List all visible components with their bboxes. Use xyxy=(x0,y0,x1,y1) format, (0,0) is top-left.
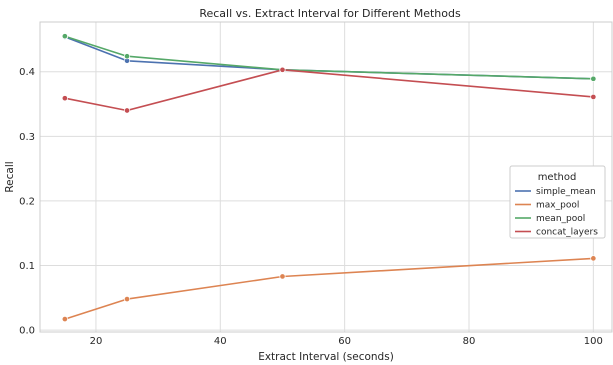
series-markers xyxy=(61,33,597,323)
x-tick-label: 100 xyxy=(584,336,603,347)
data-point-max-pool xyxy=(123,296,131,303)
x-tick-label: 20 xyxy=(90,336,103,347)
series-line-mean-pool xyxy=(64,35,595,80)
y-tick-label: 0.0 xyxy=(19,326,35,337)
x-tick-label: 60 xyxy=(338,336,351,347)
data-point-max-pool xyxy=(279,273,286,280)
plot-frame xyxy=(39,21,613,333)
data-point-concat-layers xyxy=(590,93,597,100)
legend-box xyxy=(509,165,606,239)
legend-title: method xyxy=(538,172,577,183)
series-lines xyxy=(64,35,595,320)
data-point-concat-layers xyxy=(61,95,68,102)
legend: method simple_mean max_pool mean_poolconca… xyxy=(509,165,606,239)
legend-items: simple_mean max_pool mean_pool concat_layer… xyxy=(515,187,598,238)
data-point-max-pool xyxy=(61,316,68,323)
y-tick-label: 0.3 xyxy=(19,132,35,143)
data-point-mean-pool xyxy=(590,75,597,82)
data-point-concat-layers xyxy=(123,107,131,114)
plot-area xyxy=(39,21,613,333)
x-tick-label: 40 xyxy=(214,336,227,347)
series-line-max-pool xyxy=(64,257,595,320)
y-tick-label: 0.2 xyxy=(19,196,35,207)
legend-label-max-pool: max_pool xyxy=(536,201,579,211)
data-point-mean-pool xyxy=(61,33,68,40)
chart-title: Recall vs. Extract Interval for Differen… xyxy=(199,7,461,20)
y-axis-label: Recall xyxy=(4,161,16,192)
y-axis-ticks: 0.0 0.1 0.2 0.3 0.4 xyxy=(19,67,35,336)
data-point-concat-layers xyxy=(279,66,286,73)
x-axis-label: Extract Interval (seconds) xyxy=(258,351,394,363)
x-axis-ticks: 20 40 60 80 100 xyxy=(90,336,603,347)
y-tick-label: 0.4 xyxy=(19,67,35,78)
series-line-concat-layers xyxy=(64,69,595,112)
x-tick-label: 80 xyxy=(463,336,476,347)
legend-label-simple-mean: simple_mean xyxy=(536,187,596,197)
data-point-max-pool xyxy=(590,255,597,262)
legend-label-mean-pool: mean_pool xyxy=(536,214,585,224)
y-tick-label: 0.1 xyxy=(19,261,35,272)
legend-label-concat-layers: concat_layers xyxy=(536,228,598,238)
data-point-mean-pool xyxy=(123,53,131,60)
